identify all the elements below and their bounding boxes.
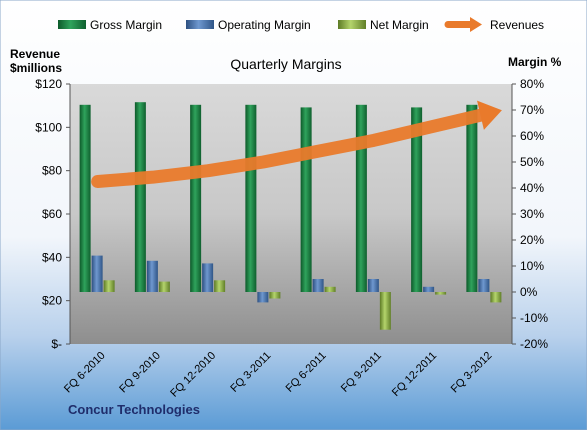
footer-company-name: Concur Technologies (68, 402, 200, 417)
left-tick-label: $40 (42, 250, 62, 264)
bar-net-margin (435, 292, 447, 295)
left-tick-label: $120 (35, 77, 62, 91)
legend: Gross Margin Operating Margin Net Margin… (58, 17, 544, 32)
right-tick-label: 30% (520, 207, 544, 221)
chart-title: Quarterly Margins (230, 56, 341, 72)
left-axis-ticks: $- $20 $40 $60 $80 $100 $120 (35, 77, 71, 351)
left-tick-label: $20 (42, 294, 62, 308)
bar-net-margin (103, 280, 115, 292)
right-tick-label: 70% (520, 103, 544, 117)
left-axis-label-line1: Revenue (10, 47, 60, 61)
bar-operating-margin (478, 279, 490, 292)
left-axis-label-line2: $millions (10, 61, 62, 75)
legend-item-net-margin: Net Margin (338, 18, 429, 32)
legend-swatch-net-margin (338, 20, 366, 29)
legend-item-gross-margin: Gross Margin (58, 18, 162, 32)
bar-operating-margin (257, 292, 269, 303)
legend-swatch-operating-margin (186, 20, 214, 29)
right-tick-label: 20% (520, 233, 544, 247)
bar-operating-margin (146, 260, 158, 292)
bar-gross-margin (79, 104, 91, 292)
right-tick-label: 10% (520, 259, 544, 273)
revenues-arrow-line (91, 107, 491, 188)
legend-swatch-gross-margin (58, 20, 86, 29)
right-tick-label: 0% (520, 285, 538, 299)
bar-operating-margin (423, 286, 435, 292)
legend-label-revenues: Revenues (490, 18, 544, 32)
left-tick-label: $80 (42, 164, 62, 178)
bar-net-margin (214, 280, 226, 292)
revenues-arrow (91, 100, 502, 188)
bar-net-margin (379, 292, 391, 330)
bar-gross-margin (355, 104, 367, 292)
right-tick-label: -10% (520, 311, 548, 325)
legend-label-operating-margin: Operating Margin (218, 18, 311, 32)
legend-item-operating-margin: Operating Margin (186, 18, 311, 32)
bar-operating-margin (202, 263, 214, 292)
right-axis-ticks: -20% -10% 0% 10% 20% 30% 40% 50% 60% 70% 80% (511, 77, 548, 351)
right-tick-label: 40% (520, 181, 544, 195)
bar-series (79, 102, 502, 330)
legend-label-gross-margin: Gross Margin (90, 18, 162, 32)
right-tick-label: -20% (520, 337, 548, 351)
right-tick-label: 50% (520, 155, 544, 169)
left-tick-label: $100 (35, 120, 62, 134)
bar-gross-margin (134, 102, 146, 292)
bar-gross-margin (245, 104, 257, 292)
bar-gross-margin (300, 107, 312, 293)
bar-gross-margin (411, 107, 423, 293)
bar-operating-margin (312, 279, 324, 292)
left-tick-label: $60 (42, 207, 62, 221)
right-tick-label: 60% (520, 129, 544, 143)
legend-swatch-revenues-head (470, 17, 482, 32)
bar-net-margin (490, 292, 502, 303)
right-tick-label: 80% (520, 77, 544, 91)
bar-gross-margin (466, 104, 478, 292)
right-axis-label: Margin % (508, 55, 562, 69)
bar-net-margin (158, 281, 170, 292)
legend-item-revenues: Revenues (444, 17, 544, 32)
revenues-arrow-head (477, 100, 502, 130)
bar-net-margin (269, 292, 281, 299)
left-tick-label: $- (51, 337, 62, 351)
bar-operating-margin (91, 255, 103, 292)
bar-gross-margin (190, 104, 202, 292)
bar-operating-margin (367, 279, 379, 292)
bar-net-margin (324, 286, 336, 292)
legend-label-net-margin: Net Margin (370, 18, 429, 32)
